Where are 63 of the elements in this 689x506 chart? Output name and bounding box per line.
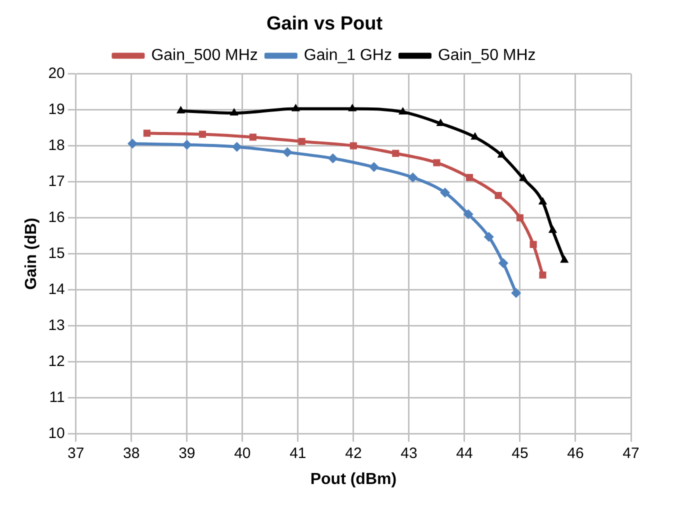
point <box>548 225 558 233</box>
y-tick-label: 11 <box>49 388 65 406</box>
y-tick-label: 15 <box>48 244 65 262</box>
y-tick-label: 14 <box>48 280 65 298</box>
point <box>182 140 192 150</box>
y-tick-label: 12 <box>48 352 65 370</box>
y-tick-label: 16 <box>48 208 65 226</box>
point <box>176 106 186 114</box>
point <box>470 132 480 140</box>
x-tick-label: 44 <box>456 444 473 462</box>
x-tick-label: 37 <box>68 444 84 462</box>
x-tick-label: 42 <box>345 444 362 462</box>
y-tick-label: 19 <box>48 100 65 118</box>
x-tick-label: 47 <box>622 444 640 462</box>
point <box>348 104 357 112</box>
point <box>282 147 292 158</box>
point <box>408 172 418 182</box>
point <box>538 196 548 204</box>
point <box>291 104 300 112</box>
point <box>298 138 306 146</box>
point <box>484 232 494 242</box>
point <box>128 138 138 149</box>
point <box>560 255 569 263</box>
x-tick-label: 41 <box>290 444 306 462</box>
y-tick-label: 18 <box>48 136 65 154</box>
x-tick-label: 45 <box>512 444 528 462</box>
point <box>440 188 450 198</box>
x-tick-label: 43 <box>400 444 418 462</box>
legend-label: Gain_500 MHz <box>151 47 258 64</box>
point <box>433 159 440 166</box>
y-tick-label: 17 <box>48 172 65 190</box>
point <box>328 153 338 164</box>
x-tick-label: 39 <box>178 444 196 462</box>
point <box>463 209 474 220</box>
point <box>518 174 528 182</box>
y-tick-label: 20 <box>48 64 65 82</box>
x-axis-title: Pout (dBm) <box>310 470 397 488</box>
x-tick-label: 38 <box>123 444 140 462</box>
point <box>494 192 502 200</box>
point <box>497 150 506 158</box>
y-axis-title: Gain (dB) <box>23 218 40 290</box>
point <box>539 272 546 279</box>
y-tick-label: 10 <box>48 424 65 442</box>
point <box>498 258 508 268</box>
x-tick-label: 46 <box>567 444 584 462</box>
legend-label: Gain_1 GHz <box>304 47 392 64</box>
legend-label: Gain_50 MHz <box>438 47 536 64</box>
point <box>230 108 238 116</box>
x-tick-label: 40 <box>234 444 251 462</box>
chart-title: Gain vs Pout <box>266 14 384 35</box>
point <box>398 106 408 114</box>
point <box>511 288 522 298</box>
point <box>516 214 524 222</box>
point <box>392 150 400 157</box>
point <box>530 240 537 248</box>
y-tick-label: 13 <box>48 316 65 334</box>
point <box>368 162 379 172</box>
point <box>350 142 357 150</box>
point <box>466 174 473 182</box>
point <box>143 130 150 137</box>
point <box>249 134 256 141</box>
point <box>198 130 206 138</box>
point <box>232 142 242 152</box>
